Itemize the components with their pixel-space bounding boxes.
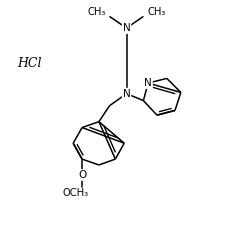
Text: OCH₃: OCH₃ — [63, 188, 89, 198]
Text: HCl: HCl — [18, 57, 42, 70]
Text: O: O — [78, 170, 86, 180]
Text: N: N — [144, 78, 152, 88]
Text: CH₃: CH₃ — [147, 7, 166, 17]
Text: N: N — [123, 23, 130, 33]
Text: CH₃: CH₃ — [88, 7, 106, 17]
Text: N: N — [123, 89, 130, 99]
